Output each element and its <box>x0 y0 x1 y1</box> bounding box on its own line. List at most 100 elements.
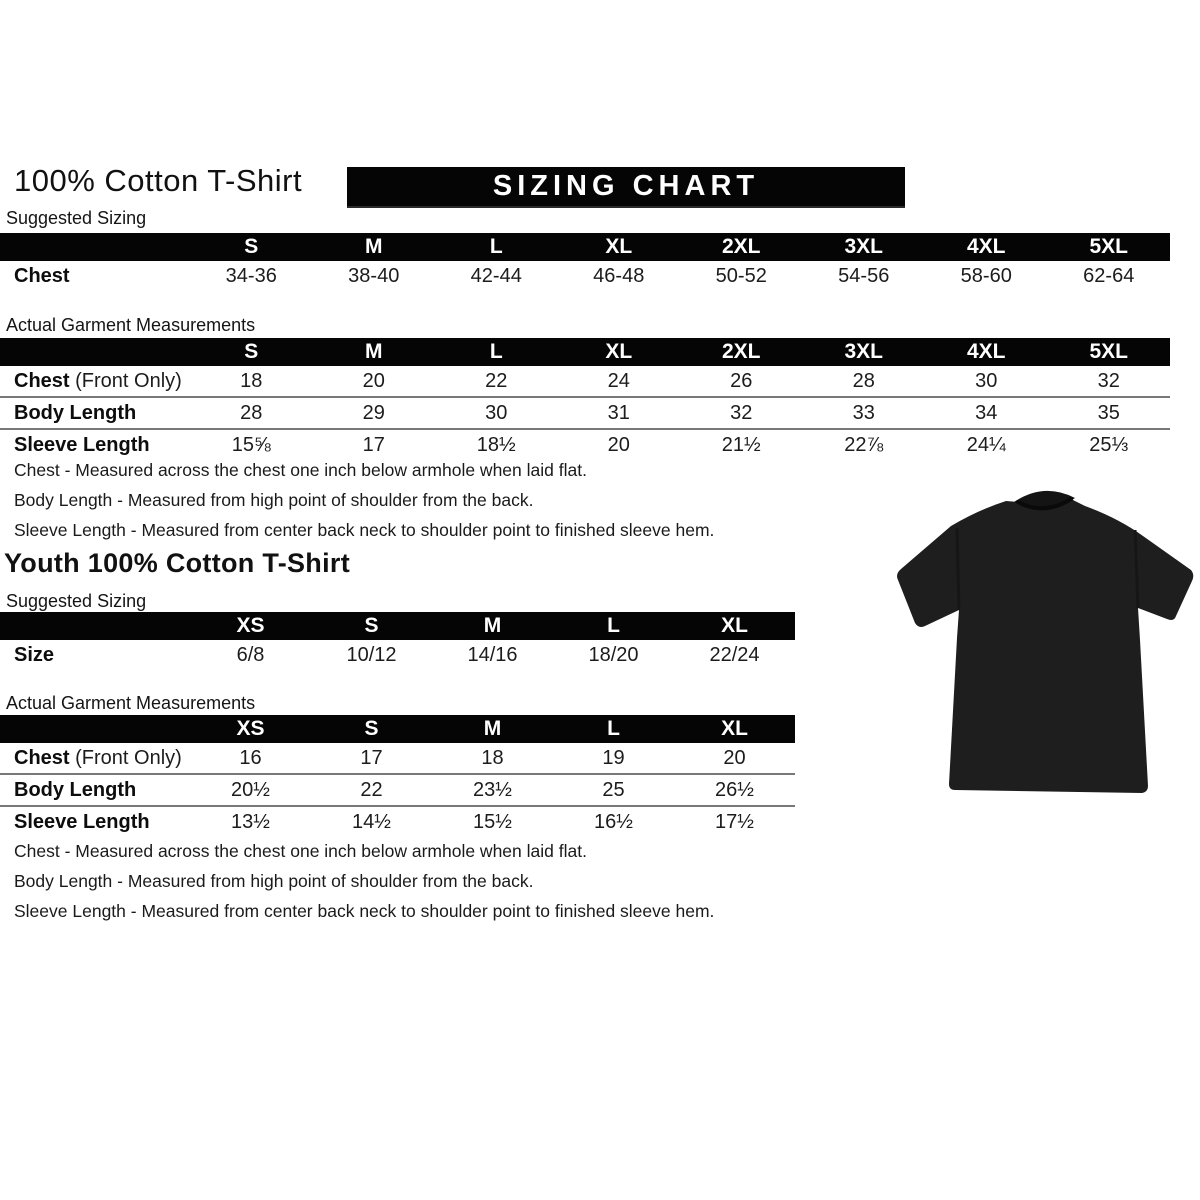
table-cell: 21½ <box>721 433 761 456</box>
table-cell: 62-64 <box>1083 264 1135 287</box>
row-label: Chest (Front Only) <box>14 746 182 769</box>
column-header: M <box>483 717 502 740</box>
table-header-row: XS S M L XL <box>0 715 795 743</box>
column-header: S <box>244 340 259 363</box>
table-cell: 18 <box>240 369 263 392</box>
table-header-row: XS S M L XL <box>0 612 795 640</box>
table-row: Body Length 20½ 22 23½ 25 26½ <box>0 773 795 805</box>
table-row: Body Length 28 29 30 31 32 33 34 35 <box>0 396 1170 428</box>
table-cell: 18 <box>481 746 504 769</box>
table-cell: 26½ <box>715 778 754 801</box>
table-cell: 58-60 <box>960 264 1012 287</box>
row-label: Size <box>14 643 55 666</box>
column-header: 5XL <box>1089 340 1128 363</box>
row-label: Body Length <box>14 401 137 424</box>
column-header: XL <box>605 235 633 258</box>
table-cell: 19 <box>602 746 625 769</box>
note-chest: Chest - Measured across the chest one in… <box>14 460 587 480</box>
table-cell: 34-36 <box>225 264 277 287</box>
table-cell: 30 <box>485 401 508 424</box>
table-cell: 24¼ <box>966 433 1006 456</box>
youth-actual-measurements-table: XS S M L XL Chest (Front Only) 16 17 18 19 20 Body … <box>0 715 795 837</box>
row-label: Chest <box>14 264 70 287</box>
column-header: M <box>365 235 383 258</box>
table-cell: 29 <box>362 401 385 424</box>
table-cell: 28 <box>852 369 875 392</box>
adult-actual-measurements-label: Actual Garment Measurements <box>6 315 256 335</box>
column-header: M <box>365 340 383 363</box>
adult-suggested-sizing-table: S M L XL 2XL 3XL 4XL 5XL Chest 34-36 38-40 42-44 46-… <box>0 233 1170 291</box>
youth-measurement-notes: Chest - Measured across the chest one in… <box>14 841 714 931</box>
table-cell: 15⅝ <box>231 433 271 456</box>
note-body-length: Body Length - Measured from high point o… <box>14 871 534 891</box>
table-cell: 17 <box>362 433 385 456</box>
table-cell: 16 <box>239 746 262 769</box>
table-cell: 10/12 <box>346 643 397 666</box>
column-header: M <box>483 614 502 637</box>
banner-label: SIZING CHART <box>492 170 760 202</box>
table-cell: 50-52 <box>715 264 767 287</box>
page-title: 100% Cotton T-Shirt <box>14 163 303 198</box>
table-row: Sleeve Length 13½ 14½ 15½ 16½ 17½ <box>0 805 795 837</box>
table-cell: 18/20 <box>588 643 639 666</box>
table-cell: 25⅓ <box>1089 433 1129 456</box>
table-cell: 22 <box>360 778 383 801</box>
youth-suggested-sizing-table: XS S M L XL Size 6/8 10/12 14/16 18/20 22/24 <box>0 612 795 670</box>
note-sleeve-length: Sleeve Length - Measured from center bac… <box>14 520 715 540</box>
table-cell: 31 <box>607 401 630 424</box>
table-cell: 34 <box>975 401 998 424</box>
column-header: 5XL <box>1089 235 1128 258</box>
table-cell: 22 <box>485 369 508 392</box>
note-body-length: Body Length - Measured from high point o… <box>14 490 534 510</box>
column-header: 4XL <box>966 340 1006 363</box>
table-cell: 18½ <box>476 433 516 456</box>
table-cell: 42-44 <box>470 264 522 287</box>
table-cell: 30 <box>975 369 998 392</box>
row-label: Body Length <box>14 778 137 801</box>
note-sleeve-length: Sleeve Length - Measured from center bac… <box>14 901 715 921</box>
table-cell: 16½ <box>594 810 633 833</box>
column-header: XL <box>721 614 748 637</box>
row-label: Sleeve Length <box>14 810 150 833</box>
adult-measurement-notes: Chest - Measured across the chest one in… <box>14 460 714 550</box>
column-header: L <box>489 340 503 363</box>
column-header: S <box>244 235 259 258</box>
column-header: XS <box>236 614 265 637</box>
column-header: L <box>489 235 503 258</box>
table-row: Chest 34-36 38-40 42-44 46-48 50-52 54-56 58-60… <box>0 261 1170 291</box>
table-header-row: S M L XL 2XL 3XL 4XL 5XL <box>0 233 1170 261</box>
column-header: 3XL <box>844 340 883 363</box>
adult-suggested-sizing-label: Suggested Sizing <box>6 208 147 228</box>
column-header: XL <box>605 340 633 363</box>
table-cell: 35 <box>1097 401 1120 424</box>
column-header: 2XL <box>721 235 761 258</box>
table-cell: 22⅞ <box>844 433 884 456</box>
column-header: S <box>364 717 379 740</box>
youth-suggested-sizing-label: Suggested Sizing <box>6 591 147 611</box>
table-cell: 33 <box>852 401 875 424</box>
table-cell: 26 <box>730 369 753 392</box>
table-row: Chest (Front Only) 16 17 18 19 20 <box>0 743 795 773</box>
table-cell: 17½ <box>715 810 754 833</box>
youth-title: Youth 100% Cotton T-Shirt <box>4 548 350 578</box>
table-cell: 6/8 <box>236 643 265 666</box>
table-cell: 32 <box>730 401 753 424</box>
table-cell: 23½ <box>473 778 512 801</box>
table-cell: 14½ <box>352 810 391 833</box>
table-cell: 20 <box>362 369 385 392</box>
table-cell: 38-40 <box>348 264 400 287</box>
column-header: 3XL <box>844 235 883 258</box>
table-cell: 17 <box>360 746 383 769</box>
table-cell: 13½ <box>231 810 270 833</box>
sizing-chart-banner: SIZING CHART <box>347 167 905 206</box>
column-header: 4XL <box>966 235 1006 258</box>
adult-actual-measurements-table: S M L XL 2XL 3XL 4XL 5XL Chest (Front Only) 18 20 2… <box>0 338 1170 460</box>
table-cell: 32 <box>1097 369 1120 392</box>
column-header: XS <box>236 717 265 740</box>
table-row: Sleeve Length 15⅝ 17 18½ 20 21½ 22⅞ 24¼ 25⅓ <box>0 428 1170 460</box>
tshirt-image <box>897 490 1194 793</box>
table-row: Size 6/8 10/12 14/16 18/20 22/24 <box>0 640 795 670</box>
table-cell: 20½ <box>231 778 270 801</box>
table-header-row: S M L XL 2XL 3XL 4XL 5XL <box>0 338 1170 366</box>
